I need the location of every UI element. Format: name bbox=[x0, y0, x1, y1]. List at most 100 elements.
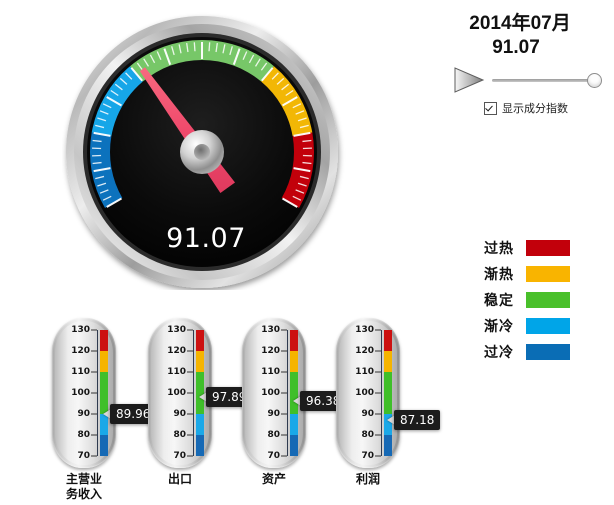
thermometer-tick-label: 80 bbox=[267, 430, 280, 440]
gauge-tick bbox=[97, 182, 107, 187]
thermometer-segment bbox=[384, 435, 392, 456]
legend-item[interactable]: 渐热 bbox=[484, 262, 570, 285]
thermometer-tick-label: 80 bbox=[173, 430, 186, 440]
thermometer-tick-label: 120 bbox=[355, 346, 374, 356]
thermometer-tick-mark bbox=[375, 350, 381, 352]
gauge-tick bbox=[295, 189, 305, 194]
gauge-tick bbox=[171, 46, 175, 56]
gauge-tick bbox=[297, 117, 307, 122]
thermometer-tick-mark bbox=[91, 413, 97, 415]
thermometer-tick-label: 130 bbox=[261, 325, 280, 335]
thermometer-segment bbox=[196, 435, 204, 456]
thermometer-tick-mark bbox=[91, 392, 97, 394]
show-components-label: 显示成分指数 bbox=[502, 103, 568, 115]
gauge-tick bbox=[125, 72, 133, 80]
gauge-tick bbox=[271, 72, 279, 80]
legend-item[interactable]: 过冷 bbox=[484, 340, 570, 363]
date-label: 2014年07月 bbox=[469, 13, 571, 34]
thermometer-tick-label: 110 bbox=[261, 367, 280, 377]
gauge-value-text: 91.07 bbox=[166, 223, 246, 254]
thermometer-tick-mark bbox=[187, 392, 193, 394]
thermometer-scale: 130 120 110 100 90 80 70 bbox=[156, 325, 207, 461]
legend-item-label: 过热 bbox=[484, 239, 514, 256]
thermometer-axis bbox=[287, 330, 288, 456]
thermometer-tick-label: 90 bbox=[173, 409, 186, 419]
gauge-tick bbox=[106, 96, 122, 107]
gauge-tick bbox=[261, 67, 274, 82]
thermometer-label: 出口 bbox=[167, 472, 192, 486]
thermometer-segment bbox=[384, 330, 392, 351]
slider-knob[interactable] bbox=[587, 73, 602, 88]
gauge-tick bbox=[293, 131, 311, 137]
show-components-row[interactable]: 显示成分指数 bbox=[440, 100, 614, 116]
gauge-tick bbox=[208, 42, 211, 52]
legend-item-label: 渐冷 bbox=[484, 317, 514, 334]
thermometer-segment bbox=[384, 372, 392, 414]
thermometer-body: 130 120 110 100 90 80 70 96.38 bbox=[242, 318, 347, 468]
legend-item-label: 过冷 bbox=[484, 343, 514, 360]
main-gauge: 91.07 bbox=[62, 12, 350, 290]
gauge-tick bbox=[222, 44, 226, 54]
thermometer-tick-mark bbox=[281, 350, 287, 352]
thermometer-tick-label: 70 bbox=[173, 451, 186, 461]
gauge-tick bbox=[295, 110, 305, 115]
gauge-tick bbox=[285, 89, 294, 97]
thermometer-bar bbox=[290, 330, 298, 456]
thermometer-tick-mark bbox=[187, 455, 193, 457]
thermometer-segment bbox=[100, 372, 108, 414]
thermometer-tick-label: 130 bbox=[167, 325, 186, 335]
thermometer-tick-label: 90 bbox=[77, 409, 90, 419]
legend-item[interactable]: 渐冷 bbox=[484, 314, 570, 337]
thermometer-tick-mark bbox=[375, 455, 381, 457]
thermometer-tick-label: 110 bbox=[355, 367, 374, 377]
thermometer-tick-label: 100 bbox=[167, 388, 186, 398]
slider-track[interactable] bbox=[492, 79, 596, 82]
thermometer-segment bbox=[100, 351, 108, 372]
thermometer-tick-label: 120 bbox=[71, 346, 90, 356]
gauge-tick bbox=[99, 110, 109, 115]
gauge-tick-layer bbox=[92, 42, 312, 208]
legend-item-swatch bbox=[526, 317, 570, 334]
gauge-tick bbox=[297, 182, 307, 187]
legend-item-label: 渐热 bbox=[484, 265, 514, 282]
thermometer: 130 120 110 100 90 80 70 97.89 出口 bbox=[132, 318, 253, 486]
thermometer-bar bbox=[384, 330, 392, 456]
legend-item-swatch bbox=[526, 265, 570, 282]
gauge-tick bbox=[299, 175, 309, 180]
thermometer-value-callout: 87.18 bbox=[394, 409, 441, 430]
timeline-slider[interactable] bbox=[492, 71, 602, 89]
show-components-checkbox[interactable] bbox=[484, 101, 497, 115]
thermometer-tick-label: 70 bbox=[267, 451, 280, 461]
thermometer-body: 130 120 110 100 90 80 70 87.18 bbox=[336, 318, 441, 468]
gauge-tick bbox=[114, 83, 123, 91]
thermometer-segment bbox=[100, 330, 108, 351]
thermometer-tick-label: 90 bbox=[267, 409, 280, 419]
thermometer-tick-mark bbox=[375, 329, 381, 331]
thermometer-axis bbox=[97, 330, 98, 456]
legend-item-swatch bbox=[526, 291, 570, 308]
thermometer-scale: 130 120 110 100 90 80 70 bbox=[250, 325, 301, 461]
thermometer-tick-mark bbox=[375, 413, 381, 415]
thermometer-tick-label: 130 bbox=[355, 325, 374, 335]
legend-item[interactable]: 稳定 bbox=[484, 288, 570, 311]
play-triangle-icon[interactable] bbox=[452, 66, 486, 94]
gauge-tick bbox=[95, 124, 105, 129]
gauge-tick bbox=[215, 42, 218, 53]
thermometer-value-callout: 96.38 bbox=[300, 390, 347, 411]
thermometer-tick-label: 90 bbox=[361, 409, 374, 419]
thermometer-marker bbox=[103, 409, 111, 420]
gauge-tick bbox=[92, 161, 102, 165]
thermometer-tick-mark bbox=[91, 371, 97, 373]
legend-item[interactable]: 过热 bbox=[484, 236, 570, 259]
gauge-band-渐热 bbox=[261, 66, 313, 137]
legend: 过热渐热稳定渐冷过冷 bbox=[484, 236, 570, 366]
thermometer-tick-mark bbox=[187, 434, 193, 436]
thermometer: 130 120 110 100 90 80 70 96.38 资产 bbox=[226, 318, 347, 486]
gauge-tick bbox=[254, 58, 261, 67]
thermometer-label: 利润 bbox=[355, 472, 380, 486]
thermometer-tick-label: 110 bbox=[71, 367, 90, 377]
thermometer-tick-label: 100 bbox=[355, 388, 374, 398]
gauge-tick bbox=[119, 77, 128, 85]
thermometer-segment bbox=[290, 372, 298, 414]
thermometer-scale: 130 120 110 100 90 80 70 bbox=[60, 325, 111, 461]
